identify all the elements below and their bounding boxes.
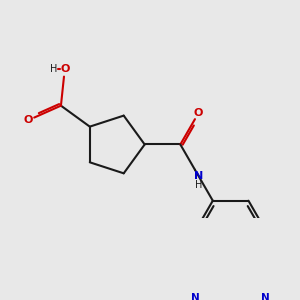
Text: O: O [60,64,69,74]
Text: N: N [191,293,200,300]
Text: N: N [194,171,203,181]
Text: N: N [261,293,270,300]
Text: H: H [195,180,202,190]
Text: H: H [50,64,57,74]
Text: O: O [194,109,203,118]
Text: O: O [24,115,33,125]
